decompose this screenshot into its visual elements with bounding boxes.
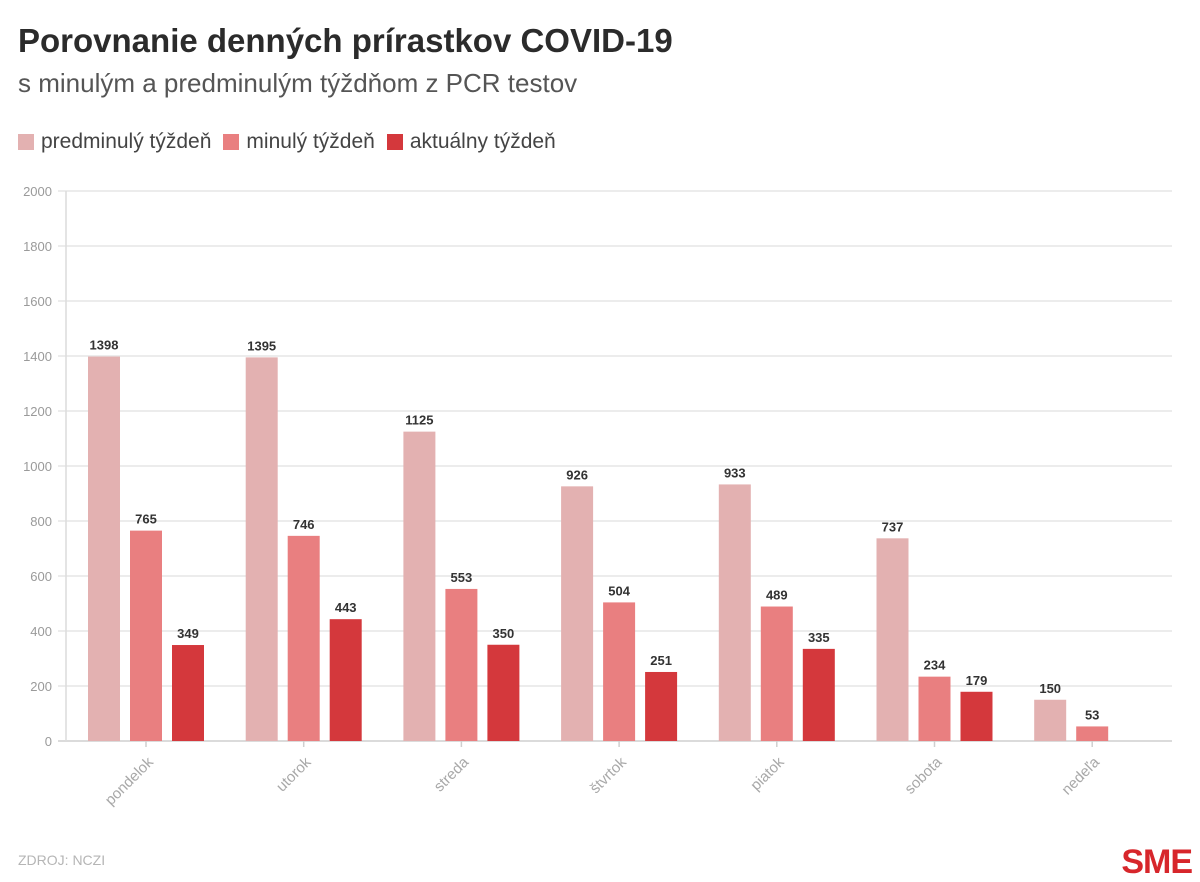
legend-swatch-aktualny	[386, 134, 403, 150]
legend-item-predminuly: predminulý týždeň	[18, 130, 211, 154]
x-tick-label: utorok	[273, 753, 315, 795]
data-label: 1398	[90, 338, 119, 353]
bar	[1034, 699, 1067, 741]
x-tick-label: pondelok	[102, 753, 157, 808]
legend-swatch-predminuly	[18, 134, 34, 150]
data-label: 443	[335, 600, 357, 615]
x-tick-label: streda	[431, 753, 473, 795]
data-label: 553	[451, 570, 473, 585]
x-tick-label: nedeľa	[1058, 753, 1103, 798]
data-label: 251	[650, 653, 672, 668]
bar	[487, 644, 520, 741]
chart-subtitle: s minulým a predminulým týždňom z PCR te…	[18, 68, 578, 98]
bar	[645, 671, 678, 741]
legend-label-predminuly: predminulý týždeň	[41, 130, 212, 153]
bar	[876, 538, 909, 741]
data-label: 746	[293, 517, 315, 532]
bar	[403, 431, 436, 741]
y-tick-label: 1600	[23, 294, 52, 309]
bar	[130, 530, 162, 741]
x-tick-label: štvrtok	[587, 753, 631, 797]
data-label: 765	[135, 512, 157, 527]
bar	[760, 606, 793, 741]
legend: predminulý týždeň minulý týždeň aktuálny…	[18, 130, 568, 154]
data-label: 335	[808, 630, 830, 645]
bar	[802, 648, 835, 741]
bar	[245, 357, 278, 741]
brand-logo: SME	[1121, 843, 1193, 881]
data-label: 933	[724, 465, 746, 480]
bar	[960, 691, 993, 741]
data-label: 349	[177, 626, 199, 641]
y-tick-label: 1000	[23, 459, 52, 474]
y-tick-label: 600	[30, 569, 52, 584]
y-tick-label: 400	[30, 624, 52, 639]
bar-chart: 0 200 400 600 800 1000 1200 1400 1600 1800 2000 pon…	[23, 184, 1172, 809]
data-label: 179	[966, 673, 988, 688]
legend-item-minuly: minulý týždeň	[223, 130, 375, 154]
y-tick-label: 1800	[23, 239, 52, 254]
legend-label-minuly: minulý týždeň	[246, 130, 375, 153]
bar	[1076, 726, 1109, 741]
bar	[88, 356, 120, 741]
legend-label-aktualny: aktuálny týždeň	[409, 130, 556, 153]
chart-title: Porovnanie denných prírastkov COVID-19	[18, 22, 673, 59]
legend-swatch-minuly	[223, 134, 240, 150]
data-label: 234	[924, 658, 946, 673]
source-note: ZDROJ: NCZI	[18, 852, 106, 868]
bar	[287, 535, 320, 741]
bar	[561, 486, 594, 741]
data-label: 504	[608, 583, 630, 598]
data-label: 350	[493, 626, 515, 641]
data-label: 1395	[247, 338, 276, 353]
x-tick-label: sobota	[901, 753, 945, 797]
y-tick-label: 800	[30, 514, 52, 529]
y-tick-label: 200	[30, 679, 52, 694]
bar	[329, 619, 362, 741]
bar	[718, 484, 751, 741]
y-tick-label: 1200	[23, 404, 52, 419]
bar	[172, 645, 204, 741]
data-label: 737	[882, 519, 904, 534]
bar	[603, 602, 636, 741]
data-label: 150	[1039, 681, 1061, 696]
y-tick-label: 1400	[23, 349, 52, 364]
y-tick-label: 2000	[23, 184, 52, 199]
data-label: 489	[766, 588, 788, 603]
bar	[445, 588, 478, 741]
data-label: 1125	[405, 413, 433, 428]
data-label: 53	[1085, 707, 1099, 722]
x-tick-label: piatok	[747, 753, 788, 794]
data-label: 926	[566, 467, 588, 482]
legend-item-aktualny: aktuálny týždeň	[386, 130, 556, 154]
y-tick-label: 0	[45, 734, 52, 749]
bar	[918, 676, 951, 741]
